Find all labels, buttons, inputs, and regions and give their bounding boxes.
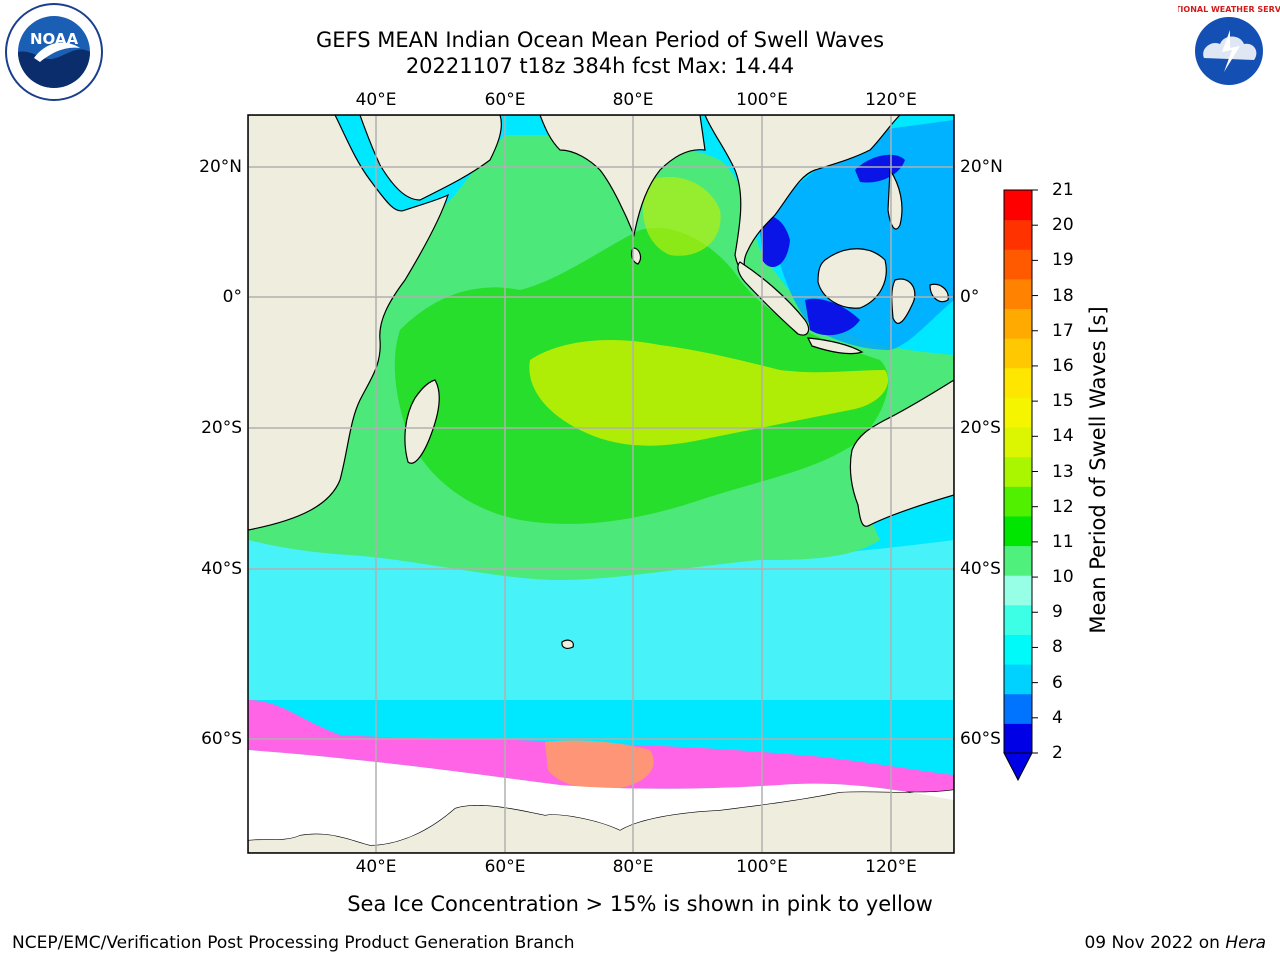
footer-host: Hera [1225, 933, 1266, 953]
land-africa [248, 115, 450, 531]
colorbar-swatch [1004, 338, 1032, 369]
colorbar-tick-label: 8 [1052, 637, 1063, 658]
lon-tick-label-top: 80°E [612, 90, 654, 110]
colorbar-title: Mean Period of Swell Waves [s] [1086, 306, 1110, 634]
land-se-asia [704, 115, 901, 286]
land-sri-lanka [631, 247, 642, 265]
colorbar-swatch [1004, 634, 1032, 665]
colorbar-swatch [1004, 427, 1032, 458]
colorbar-tick-label: 20 [1052, 215, 1074, 236]
lat-tick-label-left: 20°S [201, 418, 242, 438]
lat-tick-label-right: 60°S [960, 729, 1001, 749]
lat-tick-label-left: 0° [222, 287, 242, 307]
map-frame [247, 114, 955, 854]
colorbar-tick-label: 4 [1052, 707, 1063, 728]
colorbar-swatch [1004, 486, 1032, 517]
colorbar-swatch [1004, 397, 1032, 428]
map-subtitle: 20221107 t18z 384h fcst Max: 14.44 [405, 54, 795, 78]
land-madagascar [404, 379, 440, 464]
footer-credit: NCEP/EMC/Verification Post Processing Pr… [12, 933, 575, 953]
sea-ice-orange-core [545, 740, 654, 790]
colorbar-tick-label: 11 [1052, 531, 1074, 552]
ice-shelf-white-zone [248, 750, 954, 845]
map-title: GEFS MEAN Indian Ocean Mean Period of Sw… [315, 28, 885, 52]
colorbar-tick-label: 21 [1052, 180, 1074, 200]
colorbar-swatch [1004, 249, 1032, 280]
colorbar-extend-triangle [1003, 752, 1033, 782]
colorbar-swatch [1004, 723, 1032, 754]
lat-tick-label-right: 40°S [960, 559, 1001, 579]
lon-tick-label-bottom: 40°E [355, 857, 397, 877]
swell-band-light-cyan [248, 528, 954, 700]
lat-tick-label-left: 60°S [201, 729, 242, 749]
lon-tick-label-top: 120°E [865, 90, 917, 110]
lon-tick-label-bottom: 100°E [736, 857, 788, 877]
map-gridlines [248, 115, 954, 853]
land-sumatra [737, 261, 810, 336]
lat-tick-label-right: 20°S [960, 418, 1001, 438]
sea-ice-note: Sea Ice Concentration > 15% is shown in … [347, 892, 933, 916]
lon-tick-label-bottom: 60°E [484, 857, 526, 877]
lat-tick-label-right: 0° [960, 287, 980, 307]
colorbar-swatch [1004, 190, 1032, 221]
colorbar-tick-label: 6 [1052, 672, 1063, 693]
colorbar-swatch [1004, 664, 1032, 695]
lon-tick-label-bottom: 80°E [612, 857, 654, 877]
national-weather-service-logo-icon: NATIONAL WEATHER SERVICE [1163, 0, 1280, 102]
swell-zone-yellow-green [529, 340, 889, 446]
noaa-logo-text: NOAA [30, 30, 79, 48]
colorbar-swatch [1004, 693, 1032, 724]
colorbar-tick-label: 13 [1052, 461, 1074, 482]
lat-tick-label-left: 20°N [199, 157, 242, 177]
land-india [539, 115, 706, 238]
colorbar-swatch [1004, 515, 1032, 547]
colorbar-swatch [1004, 367, 1032, 398]
colorbar-tick-label: 12 [1052, 496, 1074, 517]
land-java [806, 337, 864, 355]
colorbar-tick-label: 10 [1052, 567, 1074, 588]
footer-date: 09 Nov 2022 on Hera [1084, 932, 1266, 954]
lat-tick-label-left: 40°S [201, 559, 242, 579]
lat-tick-label-right: 20°N [960, 157, 1003, 177]
colorbar-swatch [1004, 545, 1032, 576]
colorbar-boxes [1004, 190, 1032, 754]
land-borneo [817, 248, 887, 309]
colorbar-tick-label: 14 [1052, 426, 1074, 447]
colorbar-tick-label: 16 [1052, 355, 1074, 376]
colorbar-swatch [1004, 456, 1032, 487]
colorbar-tick-label: 18 [1052, 285, 1074, 306]
land-arabia [359, 115, 502, 201]
colorbar-tick-label: 19 [1052, 250, 1074, 271]
colorbar [1003, 189, 1038, 782]
colorbar-ticks [1032, 189, 1038, 754]
colorbar-tick-label: 2 [1052, 743, 1063, 763]
swell-zone-yellow-green-north [642, 176, 721, 256]
colorbar-swatch [1004, 308, 1032, 339]
nws-logo-text: NATIONAL WEATHER SERVICE [1178, 5, 1280, 14]
colorbar-tick-label: 9 [1052, 602, 1063, 623]
colorbar-tick-label: 15 [1052, 391, 1074, 412]
land-masses [248, 115, 954, 853]
noaa-logo-icon: NOAA [4, 2, 104, 102]
lon-tick-label-bottom: 120°E [865, 857, 917, 877]
footer-date-text: 09 Nov 2022 on [1084, 933, 1220, 953]
colorbar-tick-label: 17 [1052, 320, 1074, 341]
colorbar-swatch [1004, 219, 1032, 250]
lon-tick-label-top: 40°E [355, 90, 397, 110]
lon-tick-label-top: 60°E [484, 90, 526, 110]
colorbar-swatch [1004, 278, 1032, 310]
colorbar-swatch [1004, 575, 1032, 606]
land-kerguelen [561, 639, 574, 649]
colorbar-swatch [1004, 604, 1032, 635]
map-panel [248, 115, 954, 853]
lon-tick-label-top: 100°E [736, 90, 788, 110]
